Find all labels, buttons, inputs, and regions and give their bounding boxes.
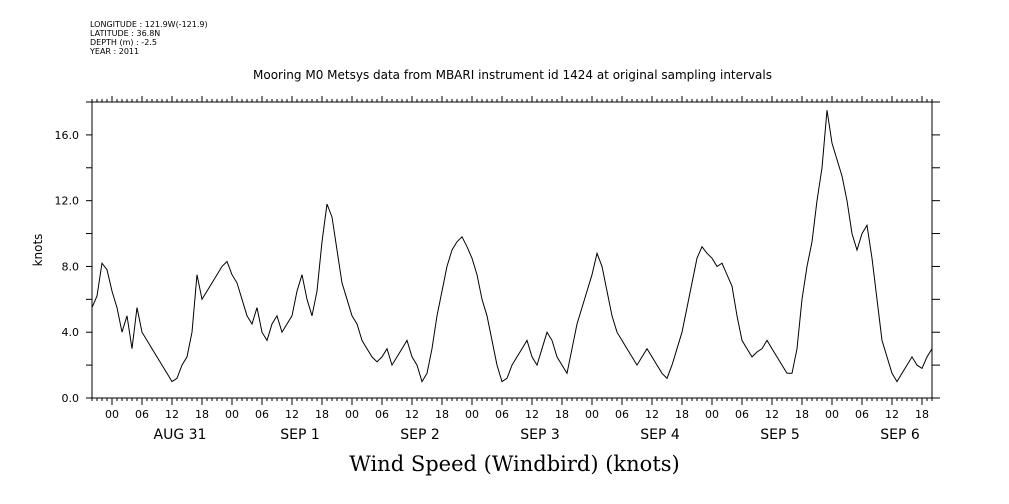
depth-label: DEPTH (m) : -2.5 — [90, 38, 157, 47]
y-axis-label: knots — [31, 234, 45, 267]
x-hour-tick-label: 00 — [585, 408, 599, 421]
x-hour-tick-label: 06 — [495, 408, 509, 421]
x-day-label: SEP 2 — [400, 427, 440, 443]
x-hour-tick-label: 00 — [465, 408, 479, 421]
x-hour-tick-label: 00 — [225, 408, 239, 421]
chart-title: Mooring M0 Metsys data from MBARI instru… — [253, 68, 772, 82]
x-hour-tick-label: 18 — [915, 408, 929, 421]
x-hour-tick-label: 12 — [165, 408, 179, 421]
x-hour-tick-label: 18 — [435, 408, 449, 421]
x-hour-tick-label: 18 — [195, 408, 209, 421]
x-hour-tick-label: 00 — [345, 408, 359, 421]
x-hour-tick-label: 12 — [645, 408, 659, 421]
x-hour-tick-label: 18 — [675, 408, 689, 421]
x-hour-tick-label: 18 — [555, 408, 569, 421]
plot-frame — [91, 101, 933, 399]
y-tick-label: 0.0 — [62, 392, 80, 405]
wind-speed-line — [91, 110, 933, 383]
y-tick-label: 4.0 — [62, 326, 80, 339]
x-hour-tick-label: 06 — [615, 408, 629, 421]
x-hour-tick-label: 00 — [705, 408, 719, 421]
x-hour-tick-label: 06 — [735, 408, 749, 421]
year-label: YEAR : 2011 — [90, 47, 140, 56]
metadata-block: LONGITUDE : 121.9W(-121.9) LATITUDE : 36… — [90, 20, 208, 56]
x-day-label: SEP 1 — [280, 427, 320, 443]
y-tick-label: 12.0 — [55, 195, 80, 208]
x-hour-tick-label: 12 — [765, 408, 779, 421]
x-axis-title: Wind Speed (Windbird) (knots) — [349, 452, 680, 476]
x-day-label: SEP 6 — [880, 427, 920, 443]
x-hour-tick-label: 18 — [315, 408, 329, 421]
x-hour-tick-label: 12 — [405, 408, 419, 421]
x-day-label: SEP 5 — [760, 427, 800, 443]
x-hour-tick-label: 06 — [135, 408, 149, 421]
x-hour-tick-label: 12 — [885, 408, 899, 421]
latitude-label: LATITUDE : 36.8N — [90, 29, 161, 38]
x-day-label: SEP 4 — [640, 427, 680, 443]
x-day-label: AUG 31 — [154, 427, 207, 443]
y-tick-label: 8.0 — [62, 260, 80, 273]
x-hour-tick-label: 00 — [825, 408, 839, 421]
x-day-label: SEP 3 — [520, 427, 560, 443]
x-hour-tick-label: 12 — [285, 408, 299, 421]
x-hour-tick-label: 06 — [375, 408, 389, 421]
y-tick-label: 16.0 — [55, 129, 80, 142]
x-hour-tick-label: 06 — [255, 408, 269, 421]
x-hour-tick-label: 00 — [105, 408, 119, 421]
x-hour-tick-label: 12 — [525, 408, 539, 421]
longitude-label: LONGITUDE : 121.9W(-121.9) — [90, 20, 208, 29]
x-hour-tick-label: 18 — [795, 408, 809, 421]
x-hour-tick-label: 06 — [855, 408, 869, 421]
